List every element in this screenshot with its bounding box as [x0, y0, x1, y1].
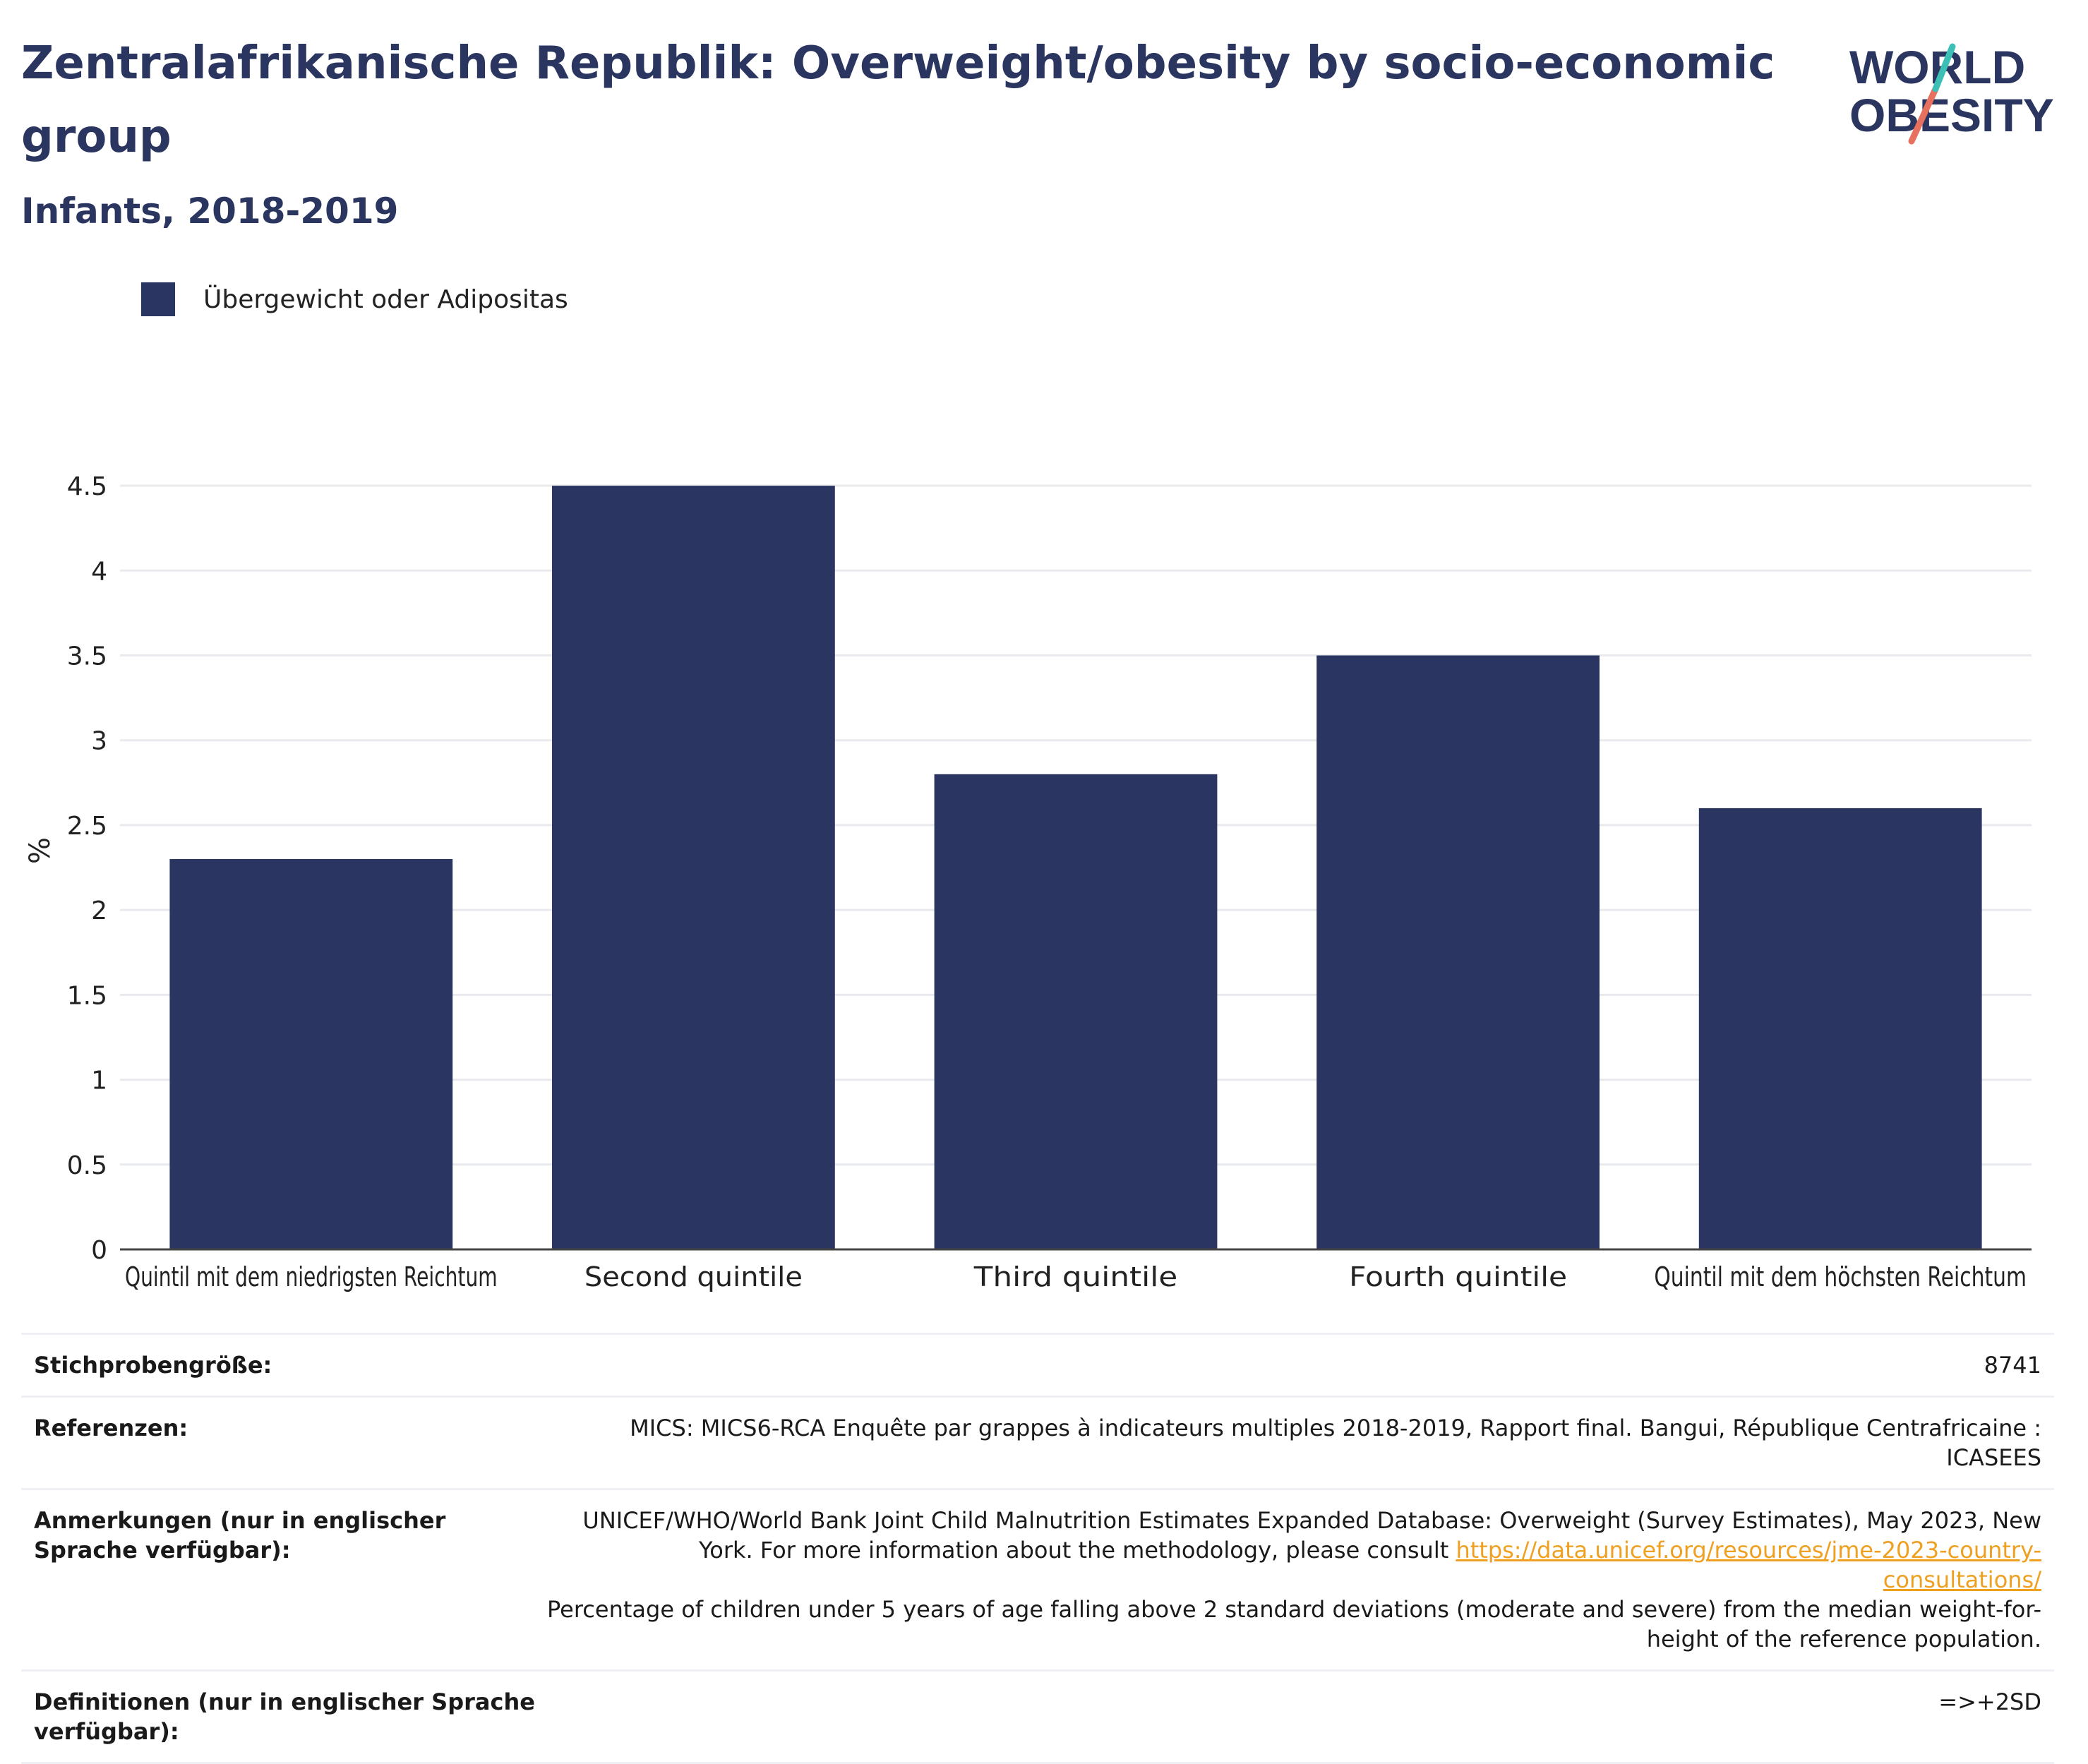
- sample-value: 8741: [1984, 1352, 2041, 1379]
- notes-link[interactable]: https://data.unicef.org/resources/jme-20…: [1456, 1537, 2041, 1593]
- references-label: Referenzen:: [34, 1415, 188, 1441]
- info-row-sample: Stichprobengröße: 8741: [21, 1333, 2054, 1396]
- x-tick-label: Third quintile: [973, 1261, 1178, 1292]
- definitions-value: =>+2SD: [1938, 1688, 2041, 1715]
- legend-swatch[interactable]: [141, 282, 175, 316]
- info-row-notes: Anmerkungen (nur in englischer Sprache v…: [21, 1488, 2054, 1669]
- bar[interactable]: [934, 774, 1218, 1249]
- chart-subtitle: Infants, 2018-2019: [21, 191, 399, 232]
- bar[interactable]: [1316, 655, 1600, 1249]
- x-tick-label: Quintil mit dem niedrigsten Reichtum: [125, 1261, 498, 1292]
- notes-value: UNICEF/WHO/World Bank Joint Child Malnut…: [542, 1506, 2041, 1654]
- bar[interactable]: [169, 859, 453, 1249]
- x-tick-label: Second quintile: [584, 1261, 803, 1292]
- notes-text: UNICEF/WHO/World Bank Joint Child Malnut…: [582, 1507, 2041, 1564]
- y-tick-label: 4.5: [67, 472, 107, 501]
- chart-title: Zentralafrikanische Republik: Overweight…: [21, 37, 1775, 163]
- x-tick-label: Fourth quintile: [1349, 1261, 1567, 1292]
- bar[interactable]: [552, 486, 835, 1249]
- y-tick-label: 3: [91, 727, 107, 756]
- y-tick-label: 0: [91, 1236, 107, 1265]
- y-tick-label: 3.5: [67, 642, 107, 671]
- logo-line2: OBESITY: [1849, 89, 2054, 141]
- legend-label: Übergewicht oder Adipositas: [203, 284, 568, 314]
- y-tick-label: 1.5: [67, 981, 107, 1010]
- y-tick-label: 2: [91, 896, 107, 925]
- info-table: Stichprobengröße: 8741 Referenzen: MICS:…: [21, 1333, 2054, 1764]
- bar-chart: 0 0.5 1 1.5 2 2.5 3 3.5 4 4.5 Quintil mit dem nied…: [24, 472, 2032, 1292]
- y-tick-label: 0.5: [67, 1151, 107, 1180]
- notes-definition-text: Percentage of children under 5 years of …: [547, 1596, 2041, 1652]
- references-value: MICS: MICS6-RCA Enquête par grappes à in…: [630, 1415, 2041, 1471]
- x-tick-label: Quintil mit dem höchsten Reichtum: [1654, 1261, 2027, 1292]
- y-tick-label: 1: [91, 1067, 107, 1096]
- y-axis-title: %: [24, 837, 56, 864]
- y-tick-label: 4: [91, 557, 107, 586]
- world-obesity-logo[interactable]: WORLD OBESITY: [1835, 21, 2068, 148]
- info-row-references: Referenzen: MICS: MICS6-RCA Enquête par …: [21, 1396, 2054, 1488]
- sample-label: Stichprobengröße:: [34, 1352, 272, 1379]
- notes-label: Anmerkungen (nur in englischer Sprache v…: [34, 1507, 446, 1564]
- y-tick-label: 2.5: [67, 812, 107, 841]
- legend: Übergewicht oder Adipositas: [141, 282, 568, 316]
- definitions-label: Definitionen (nur in englischer Sprache …: [34, 1688, 535, 1745]
- info-row-definitions: Definitionen (nur in englischer Sprache …: [21, 1669, 2054, 1764]
- bar[interactable]: [1698, 808, 1982, 1249]
